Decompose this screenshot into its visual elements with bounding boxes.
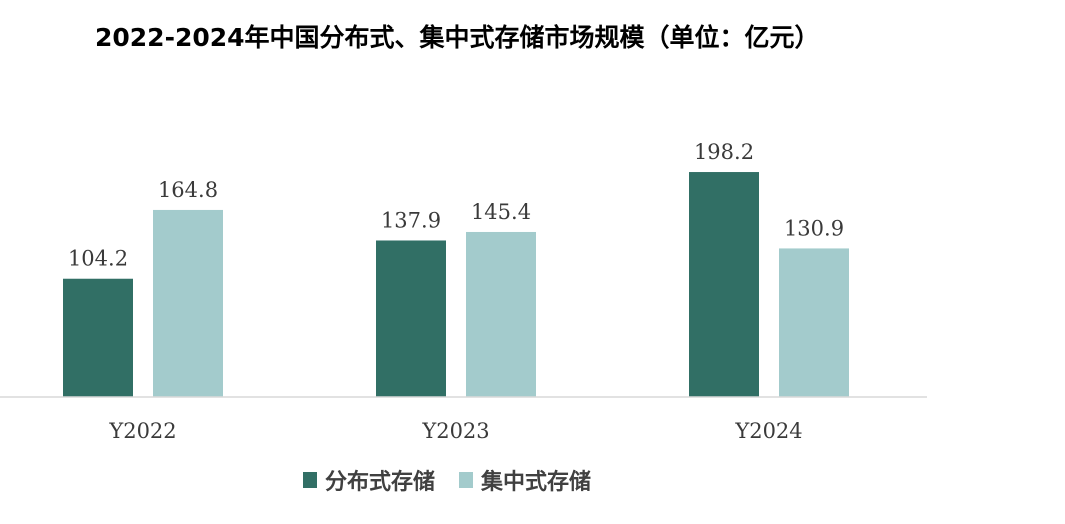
data-label-y2024-series-0: 198.2	[694, 140, 754, 164]
data-label-y2023-series-1: 145.4	[471, 200, 531, 224]
bar-y2022-series-0	[63, 278, 133, 397]
bars-layer	[63, 172, 849, 397]
bar-y2023-series-1	[466, 231, 536, 397]
bar-y2024-series-1	[779, 248, 849, 397]
legend-label-centralized: 集中式存储	[481, 470, 592, 495]
bar-y2023-series-0	[376, 240, 446, 397]
legend-item-distributed: 分布式存储	[303, 464, 435, 496]
legend-item-centralized: 集中式存储	[459, 464, 591, 496]
x-tick-label-y2023: Y2023	[421, 419, 489, 443]
chart-title: 2022-2024年中国分布式、集中式存储市场规模（单位：亿元）	[95, 23, 820, 52]
data-label-y2022-series-0: 104.2	[68, 247, 128, 271]
legend-swatch-centralized	[459, 472, 474, 488]
data-label-y2024-series-1: 130.9	[784, 216, 844, 240]
data-label-y2022-series-1: 164.8	[158, 178, 218, 202]
legend: 分布式存储 集中式存储	[303, 464, 615, 496]
labels-layer: 104.2 164.8 Y2022 137.9 145.4 Y2023 198.2 130.9…	[68, 140, 844, 443]
legend-swatch-distributed	[303, 472, 317, 488]
bar-y2024-series-0	[689, 172, 759, 397]
legend-label-distributed: 分布式存储	[325, 470, 436, 495]
data-label-y2023-series-0: 137.9	[381, 208, 441, 232]
bar-y2022-series-1	[153, 209, 223, 397]
x-tick-label-y2022: Y2022	[108, 419, 176, 443]
x-tick-label-y2024: Y2024	[734, 419, 802, 443]
